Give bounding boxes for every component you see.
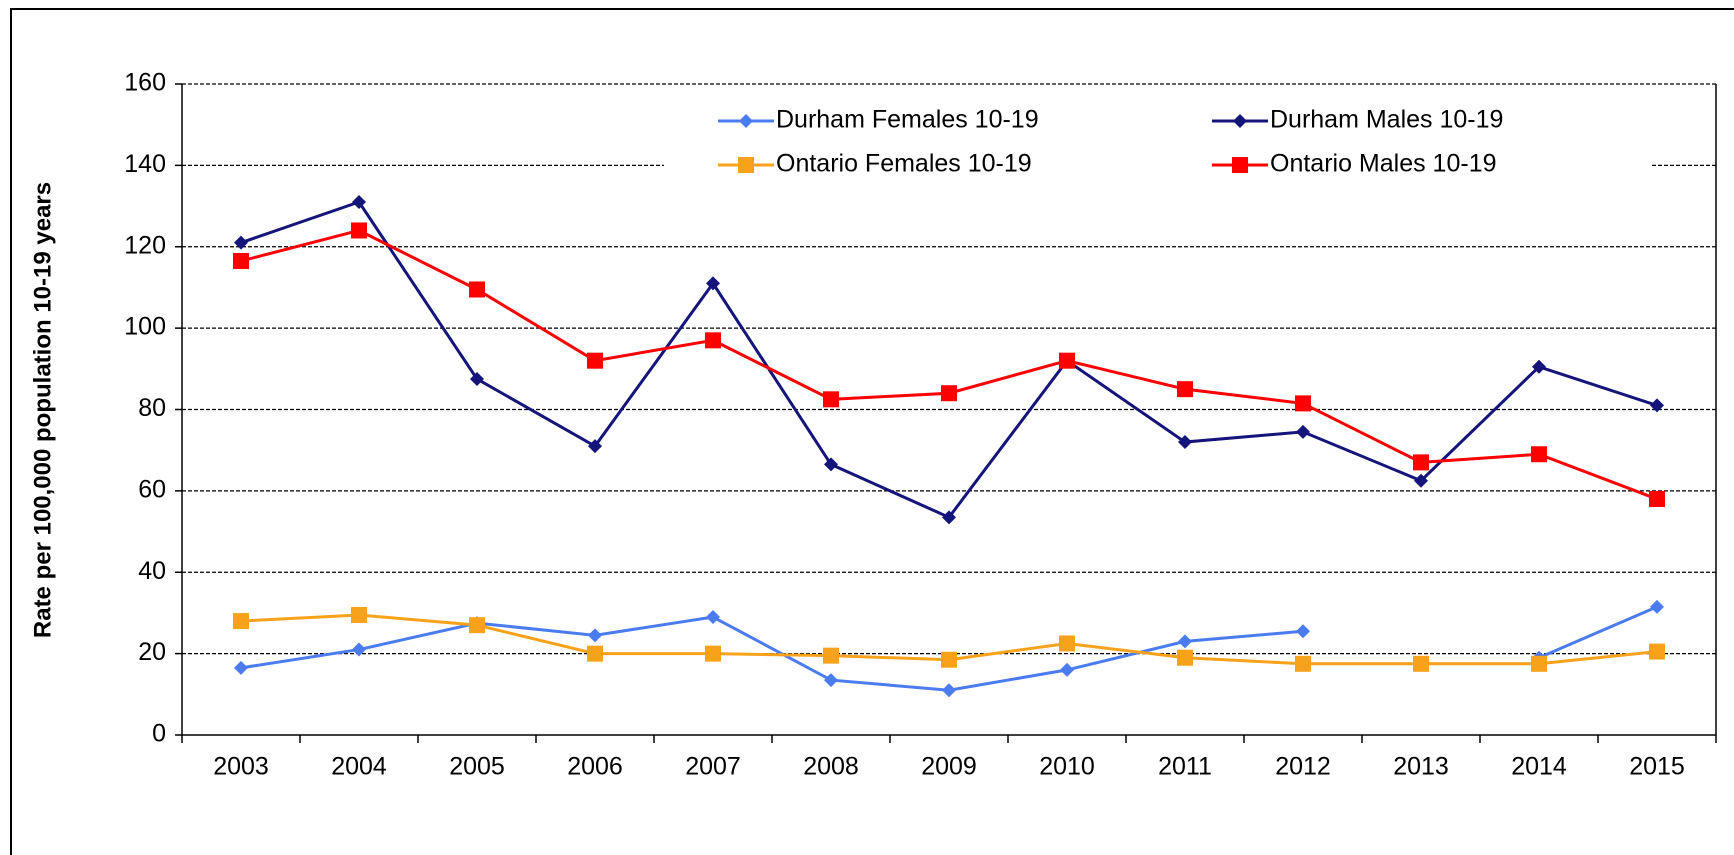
marker: [824, 673, 838, 688]
marker: [824, 457, 838, 472]
x-tick-label: 2010: [1039, 753, 1095, 781]
marker: [1059, 635, 1075, 652]
x-tick-label: 2003: [213, 753, 269, 781]
marker: [1650, 599, 1664, 614]
marker: [738, 157, 754, 173]
marker: [233, 613, 249, 630]
marker: [1649, 491, 1665, 508]
marker: [1414, 473, 1428, 488]
y-tick-label: 20: [138, 638, 166, 666]
marker: [1296, 624, 1310, 639]
marker: [587, 645, 603, 662]
marker: [1295, 395, 1311, 412]
x-tick-label: 2007: [685, 753, 741, 781]
marker: [823, 391, 839, 408]
x-tick-label: 2008: [803, 753, 859, 781]
marker: [469, 617, 485, 634]
y-tick-label: 0: [152, 720, 166, 748]
marker: [352, 194, 366, 209]
marker: [739, 114, 753, 128]
marker: [1177, 381, 1193, 398]
marker: [588, 439, 602, 454]
marker: [705, 645, 721, 662]
legend-label: Ontario Males 10-19: [1270, 150, 1497, 178]
series-line: [240, 200, 1658, 520]
marker: [706, 610, 720, 625]
marker: [234, 660, 248, 675]
x-tick-label: 2015: [1629, 753, 1685, 781]
marker: [352, 642, 366, 657]
marker: [1178, 435, 1192, 450]
x-tick-label: 2004: [331, 753, 387, 781]
marker: [1296, 424, 1310, 439]
marker: [1413, 655, 1429, 672]
marker: [1232, 157, 1248, 173]
marker: [234, 235, 248, 250]
marker: [1177, 649, 1193, 666]
y-tick-label: 80: [138, 394, 166, 422]
y-tick-label: 60: [138, 475, 166, 503]
marker: [942, 510, 956, 525]
marker: [351, 222, 367, 239]
marker: [588, 628, 602, 643]
marker: [1178, 634, 1192, 649]
y-tick-label: 160: [124, 69, 166, 97]
chart-frame: [10, 8, 1734, 855]
x-tick-label: 2011: [1158, 753, 1212, 781]
legend-label: Ontario Females 10-19: [776, 150, 1032, 178]
marker: [587, 352, 603, 369]
marker: [1233, 114, 1247, 128]
y-tick-label: 40: [138, 557, 166, 585]
marker: [1532, 359, 1546, 374]
x-tick-label: 2009: [921, 753, 977, 781]
y-tick-label: 120: [124, 231, 166, 259]
legend-label: Durham Females 10-19: [776, 106, 1039, 134]
x-tick-label: 2005: [449, 753, 505, 781]
legend-box: [664, 98, 1652, 186]
marker: [1531, 655, 1547, 672]
marker: [351, 606, 367, 623]
marker: [1295, 655, 1311, 672]
x-tick-label: 2006: [567, 753, 623, 781]
marker: [233, 252, 249, 269]
marker: [469, 281, 485, 298]
marker: [941, 385, 957, 402]
x-tick-label: 2014: [1511, 753, 1567, 781]
marker: [1413, 454, 1429, 471]
marker: [941, 651, 957, 668]
marker: [470, 371, 484, 386]
marker: [823, 647, 839, 664]
marker: [942, 683, 956, 698]
marker: [705, 332, 721, 349]
marker: [1650, 398, 1664, 413]
y-tick-label: 100: [124, 313, 166, 341]
marker: [1649, 643, 1665, 660]
marker: [1060, 662, 1074, 677]
legend-label: Durham Males 10-19: [1270, 106, 1503, 134]
marker: [1531, 446, 1547, 463]
marker: [706, 276, 720, 291]
y-tick-label: 140: [124, 150, 166, 178]
x-tick-label: 2013: [1393, 753, 1449, 781]
marker: [1059, 352, 1075, 369]
x-tick-label: 2012: [1275, 753, 1331, 781]
y-axis-label: Rate per 100,000 population 10-19 years: [29, 182, 56, 638]
series-line: [240, 605, 1658, 692]
